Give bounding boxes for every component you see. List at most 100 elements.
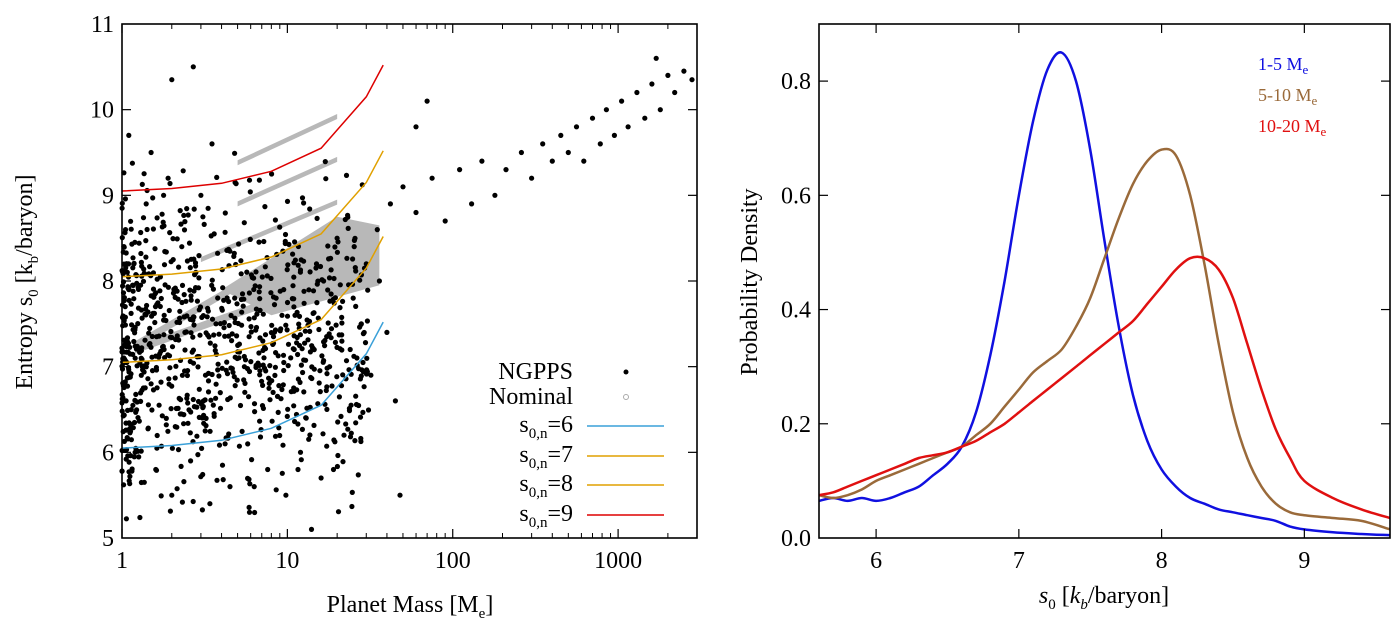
- y-tick-label: 8: [102, 269, 114, 295]
- ngpps-point: [128, 218, 134, 224]
- ngpps-point: [208, 397, 214, 403]
- ngpps-point: [276, 383, 282, 389]
- ngpps-point: [183, 329, 189, 335]
- ngpps-point: [149, 368, 156, 374]
- ngpps-point: [177, 315, 183, 321]
- ngpps-point: [291, 388, 297, 394]
- ngpps-point: [188, 458, 194, 464]
- left-y-axis-label: Entropy s0 [kb/baryon]: [12, 175, 42, 390]
- ngpps-point: [212, 343, 218, 349]
- ngpps-point: [266, 380, 272, 386]
- ngpps-point: [311, 366, 317, 372]
- ngpps-point: [347, 434, 354, 440]
- ngpps-point: [368, 372, 374, 378]
- ngpps-point: [149, 333, 155, 340]
- ngpps-point: [260, 405, 266, 411]
- ngpps-point: [123, 261, 130, 267]
- ngpps-point: [257, 307, 263, 313]
- ngpps-point: [232, 150, 238, 156]
- ngpps-point: [177, 208, 183, 214]
- ngpps-point: [256, 239, 262, 245]
- ngpps-point: [127, 426, 133, 432]
- ngpps-point: [241, 353, 247, 360]
- ngpps-point: [190, 360, 197, 366]
- ngpps-point: [311, 310, 317, 316]
- ngpps-point: [182, 368, 188, 374]
- ngpps-point: [129, 241, 135, 247]
- ngpps-point: [442, 218, 448, 224]
- ngpps-point: [151, 294, 157, 300]
- ngpps-point: [188, 409, 194, 415]
- ngpps-point: [179, 244, 185, 250]
- ngpps-point: [165, 175, 171, 181]
- ngpps-point: [307, 269, 313, 275]
- ngpps-point: [285, 363, 291, 369]
- ngpps-point: [131, 338, 137, 345]
- ngpps-point: [123, 250, 129, 256]
- ngpps-point: [191, 314, 197, 320]
- ngpps-point: [400, 184, 406, 190]
- ngpps-point: [235, 342, 241, 348]
- ngpps-point: [603, 107, 610, 113]
- ngpps-point: [222, 210, 228, 216]
- ngpps-point: [134, 280, 140, 286]
- ngpps-point: [128, 371, 134, 377]
- ngpps-point: [167, 508, 173, 514]
- ngpps-point: [634, 89, 640, 96]
- ngpps-point: [320, 431, 326, 437]
- y-tick-label: 0.6: [781, 183, 811, 209]
- ngpps-point: [355, 472, 361, 478]
- ngpps-point: [362, 340, 369, 346]
- ngpps-point: [277, 224, 283, 230]
- ngpps-point: [139, 315, 145, 321]
- ngpps-point: [146, 330, 152, 336]
- ngpps-point: [280, 382, 286, 388]
- ngpps-point: [257, 284, 263, 290]
- ngpps-point: [657, 107, 663, 113]
- ngpps-point: [479, 158, 485, 164]
- ngpps-point: [335, 239, 341, 245]
- ngpps-point: [329, 383, 335, 389]
- ngpps-point: [328, 267, 334, 273]
- ngpps-point: [138, 479, 144, 486]
- ngpps-point: [167, 230, 173, 236]
- ngpps-point: [358, 435, 364, 442]
- ngpps-point: [306, 436, 312, 442]
- ngpps-point: [161, 262, 168, 268]
- ngpps-point: [132, 355, 138, 361]
- ngpps-point: [397, 492, 403, 498]
- ngpps-point: [144, 302, 150, 309]
- ngpps-point: [215, 295, 221, 301]
- ngpps-point: [163, 422, 169, 428]
- ngpps-point: [128, 226, 134, 232]
- ngpps-point: [179, 499, 185, 505]
- ngpps-point: [392, 398, 398, 404]
- ngpps-point: [195, 364, 201, 370]
- ngpps-point: [153, 467, 160, 473]
- ngpps-point: [163, 249, 169, 255]
- ngpps-point: [122, 447, 128, 453]
- ngpps-point: [133, 409, 139, 415]
- ngpps-point: [152, 319, 158, 326]
- ngpps-point: [122, 314, 128, 320]
- ngpps-point: [231, 374, 237, 380]
- ngpps-point: [273, 295, 279, 301]
- ngpps-point: [328, 335, 334, 341]
- ngpps-point: [200, 405, 206, 411]
- ngpps-point: [343, 172, 350, 178]
- legend-label-nominal: Nominal: [489, 384, 573, 410]
- ngpps-point: [241, 220, 247, 226]
- ngpps-point: [353, 393, 359, 399]
- ngpps-point: [130, 255, 136, 261]
- ngpps-point: [184, 206, 190, 212]
- ngpps-point: [300, 369, 306, 376]
- ngpps-point: [374, 227, 380, 233]
- ngpps-point: [257, 335, 263, 341]
- ngpps-point: [262, 344, 268, 351]
- ngpps-point: [282, 240, 288, 247]
- ngpps-point: [365, 287, 371, 293]
- ngpps-point: [589, 115, 596, 121]
- ngpps-point: [277, 288, 283, 294]
- ngpps-point: [346, 405, 352, 412]
